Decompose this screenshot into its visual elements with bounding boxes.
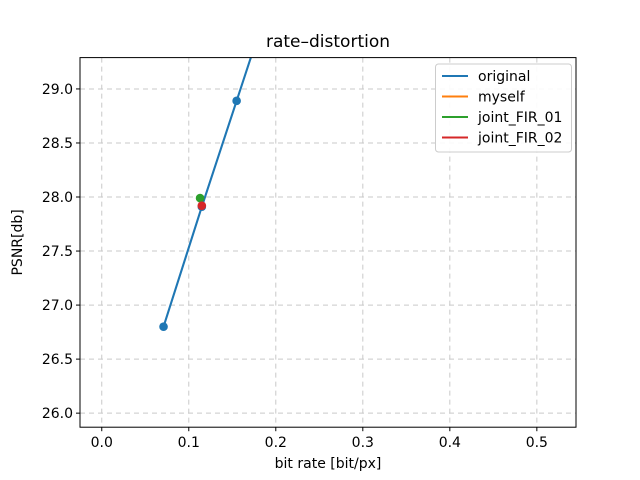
data-point-original (232, 96, 241, 106)
axes-spines (79, 57, 577, 428)
x-tick-label: 0.0 (91, 435, 113, 451)
legend: original myself joint_FIR_01 joint_FIR_02 (435, 63, 572, 153)
y-tick-label: 29.0 (42, 82, 73, 98)
y-tick-label: 26.5 (42, 352, 73, 368)
y-tick-label: 28.0 (42, 190, 73, 206)
legend-label-joint_FIR_01: joint_FIR_01 (477, 110, 562, 126)
data-point-joint_FIR_01 (195, 193, 205, 203)
x-tick-label: 0.3 (352, 435, 374, 451)
x-tick-label: 0.4 (439, 435, 461, 451)
y-axis-label: PSNR[db] (10, 209, 26, 275)
x-tick-label: 0.2 (265, 435, 287, 451)
y-tick-label: 27.5 (42, 244, 73, 260)
legend-label-joint_FIR_02: joint_FIR_02 (477, 131, 562, 147)
y-tick-label: 26.0 (42, 406, 73, 422)
x-tick-label: 0.5 (526, 435, 548, 451)
x-axis-label: bit rate [bit/px] (275, 456, 382, 472)
legend-label-original: original (478, 69, 530, 85)
data-point-joint_FIR_02 (197, 201, 207, 210)
chart-title: rate–distortion (266, 32, 390, 52)
legend-box (435, 63, 572, 153)
legend-label-myself: myself (478, 90, 526, 106)
data-point-original (159, 322, 168, 331)
y-tick-label: 27.0 (42, 298, 73, 314)
x-tick-label: 0.1 (178, 435, 200, 451)
y-tick-label: 28.5 (42, 136, 73, 152)
series-line-original (162, 57, 252, 328)
plot-area (159, 57, 252, 331)
